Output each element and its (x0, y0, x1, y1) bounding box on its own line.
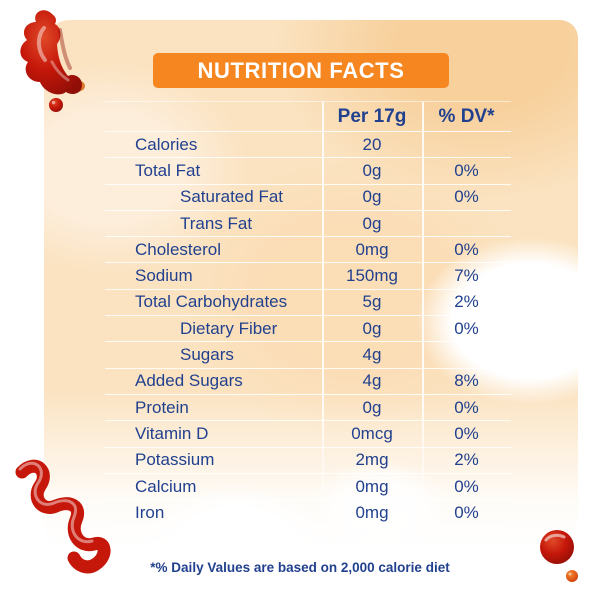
table-body: Calories 20 Total Fat 0g 0% Saturated Fat 0g 0%… (105, 132, 511, 527)
nutrient-row-dietary-fiber: Dietary Fiber 0g 0% (105, 316, 511, 343)
nutrient-label: Potassium (135, 450, 215, 470)
nutrient-dv: 0% (454, 160, 479, 180)
title-banner: NUTRITION FACTS (153, 53, 449, 88)
column-header-amount: Per 17g (337, 105, 407, 127)
nutrient-amount: 150mg (346, 266, 398, 286)
page-title: NUTRITION FACTS (197, 57, 405, 83)
nutrient-dv: 0% (454, 476, 479, 496)
nutrient-row-calories: Calories 20 (105, 132, 511, 159)
nutrient-amount: 4g (362, 345, 382, 365)
nutrient-amount: 5g (362, 292, 382, 312)
nutrient-label: Dietary Fiber (180, 318, 278, 338)
nutrient-label: Total Carbohydrates (135, 292, 288, 312)
daily-value-footnote: *% Daily Values are based on 2,000 calor… (150, 560, 450, 575)
nutrient-label: Sodium (135, 266, 193, 286)
nutrient-dv: 0% (454, 397, 479, 417)
nutrient-row-total-fat: Total Fat 0g 0% (105, 158, 511, 185)
nutrient-label: Trans Fat (180, 213, 253, 233)
nutrient-label: Calcium (135, 476, 197, 496)
nutrient-amount: 0mcg (351, 423, 393, 443)
nutrient-row-sodium: Sodium 150mg 7% (105, 263, 511, 290)
nutrient-dv: 2% (454, 450, 479, 470)
nutrient-amount: 0g (362, 213, 382, 233)
nutrient-amount: 0g (362, 160, 382, 180)
column-header-dv: % DV* (438, 105, 495, 127)
nutrient-amount: 0g (362, 318, 382, 338)
nutrient-row-potassium: Potassium 2mg 2% (105, 448, 511, 474)
nutrient-amount: 20 (362, 134, 382, 154)
nutrient-row-protein: Protein 0g 0% (105, 395, 511, 422)
nutrient-label: Vitamin D (135, 423, 209, 443)
nutrient-amount: 0g (362, 187, 382, 207)
column-divider (422, 102, 424, 527)
column-divider (322, 102, 324, 527)
watercolor-background (44, 20, 578, 548)
nutrient-amount: 4g (362, 371, 382, 391)
nutrient-row-cholesterol: Cholesterol 0mg 0% (105, 237, 511, 264)
nutrient-label: Added Sugars (135, 371, 243, 391)
nutrient-row-vitamin-d: Vitamin D 0mcg 0% (105, 421, 511, 448)
nutrient-amount: 0mg (355, 476, 389, 496)
table-header-row: Per 17g % DV* (105, 101, 511, 132)
nutrient-dv: 0% (454, 318, 479, 338)
nutrient-dv: 0% (454, 187, 479, 207)
nutrient-label: Cholesterol (135, 239, 221, 259)
nutrient-label: Calories (135, 134, 198, 154)
nutrient-amount: 0mg (355, 502, 389, 522)
nutrition-table: Per 17g % DV* Calories 20 Total Fat 0g 0% Sat… (105, 101, 511, 527)
nutrient-dv: 2% (454, 292, 479, 312)
nutrient-label: Sugars (180, 345, 234, 365)
nutrient-amount: 2mg (355, 450, 389, 470)
nutrient-dv: 7% (454, 266, 479, 286)
nutrient-label: Iron (135, 502, 165, 522)
nutrient-label: Saturated Fat (180, 187, 284, 207)
nutrient-row-total-carbohydrates: Total Carbohydrates 5g 2% (105, 290, 511, 317)
nutrient-dv: 0% (454, 502, 479, 522)
nutrient-amount: 0mg (355, 239, 389, 259)
nutrient-label: Protein (135, 397, 189, 417)
nutrient-label: Total Fat (135, 160, 201, 180)
nutrient-row-iron: Iron 0mg 0% (105, 500, 511, 527)
nutrient-dv: 0% (454, 239, 479, 259)
nutrient-row-added-sugars: Added Sugars 4g 8% (105, 369, 511, 395)
nutrient-dv: 8% (454, 371, 479, 391)
nutrient-row-sugars: Sugars 4g (105, 342, 511, 369)
nutrient-row-trans-fat: Trans Fat 0g (105, 211, 511, 238)
nutrient-dv: 0% (454, 423, 479, 443)
nutrient-amount: 0g (362, 397, 382, 417)
nutrient-row-calcium: Calcium 0mg 0% (105, 474, 511, 501)
nutrient-row-saturated-fat: Saturated Fat 0g 0% (105, 185, 511, 211)
